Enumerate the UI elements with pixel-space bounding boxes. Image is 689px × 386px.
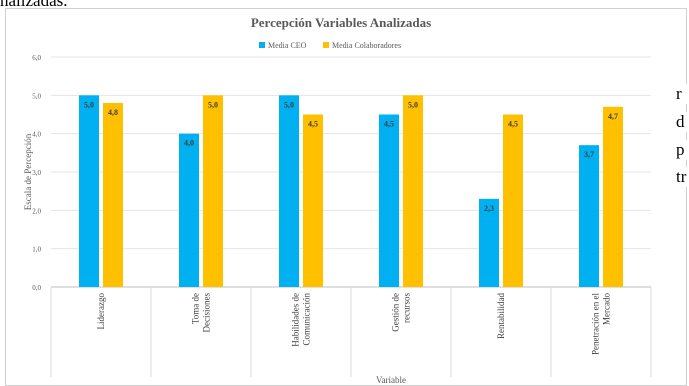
data-label-colaboradores-6: 4,7 xyxy=(608,112,618,121)
legend-swatch-1 xyxy=(259,42,265,48)
paragraph-fragment-side-1: r xyxy=(676,84,689,104)
bar-chart: Percepción Variables Analizadas Media CEO… xyxy=(23,15,652,385)
bar-colaboradores-5 xyxy=(503,114,523,287)
legend-label-2: Media Colaboradores xyxy=(332,41,401,50)
legend-swatch-2 xyxy=(323,42,329,48)
x-tick-label-6-line-2: Mercado xyxy=(602,293,612,325)
data-label-ceo-6: 3,7 xyxy=(584,150,594,159)
data-label-ceo-4: 4,5 xyxy=(384,120,394,129)
data-label-colaboradores-3: 4,5 xyxy=(308,120,318,129)
y-tick-label-6: 6,0 xyxy=(32,54,41,62)
data-label-ceo-3: 5,0 xyxy=(284,100,294,109)
data-label-ceo-2: 4,0 xyxy=(184,139,194,148)
bar-colaboradores-3 xyxy=(303,114,323,287)
x-tick-label-2-line-1: Toma de xyxy=(191,293,201,324)
bar-colaboradores-1 xyxy=(103,103,123,287)
chart-title: Percepción Variables Analizadas xyxy=(251,15,431,30)
bar-colaboradores-6 xyxy=(603,106,623,287)
x-tick-label-1: Liderazgo xyxy=(96,293,106,330)
x-tick-label-6-line-1: Penetración en el xyxy=(591,293,601,355)
bar-ceo-6 xyxy=(579,145,599,287)
data-label-ceo-5: 2,3 xyxy=(484,204,494,213)
x-tick-label-3-line-1: Habilidades de xyxy=(291,293,301,347)
bar-ceo-4 xyxy=(379,114,399,287)
legend-label-1: Media CEO xyxy=(268,41,307,50)
bar-ceo-2 xyxy=(179,133,199,287)
x-tick-label-5: Rentabilidad xyxy=(496,293,506,339)
data-label-ceo-1: 5,0 xyxy=(84,100,94,109)
bar-ceo-5 xyxy=(479,198,499,287)
paragraph-fragment-side-4: tr xyxy=(676,167,689,187)
y-axis-label: Escala de Percepción xyxy=(23,133,33,210)
paragraph-fragment-top: nalizadas. xyxy=(0,0,68,10)
paragraph-fragment-side-2: d xyxy=(676,112,689,132)
data-label-colaboradores-2: 5,0 xyxy=(208,100,218,109)
bar-colaboradores-2 xyxy=(203,95,223,287)
bar-ceo-1 xyxy=(79,95,99,287)
y-tick-label-5: 5,0 xyxy=(32,92,41,100)
data-label-colaboradores-4: 5,0 xyxy=(408,100,418,109)
y-tick-label-4: 4,0 xyxy=(32,131,41,139)
x-tick-label-2-line-2: Decisiones xyxy=(202,293,212,333)
bar-colaboradores-4 xyxy=(403,95,423,287)
x-tick-label-4-line-1: Gestión de xyxy=(391,293,401,332)
y-tick-label-1: 1,0 xyxy=(32,246,41,254)
paragraph-fragment-side-3: p xyxy=(676,140,689,160)
y-tick-label-2: 2,0 xyxy=(32,207,41,215)
bar-ceo-3 xyxy=(279,95,299,287)
x-axis-label: Variable xyxy=(376,375,406,385)
y-tick-label-3: 3,0 xyxy=(32,169,41,177)
data-label-colaboradores-1: 4,8 xyxy=(108,108,118,117)
data-label-colaboradores-5: 4,5 xyxy=(508,120,518,129)
y-tick-label-0: 0,0 xyxy=(32,284,41,292)
chart-frame: Percepción Variables Analizadas Media CEO… xyxy=(5,8,687,386)
x-tick-label-4-line-2: recursos xyxy=(402,293,412,323)
x-tick-label-3-line-2: Comunicación xyxy=(302,293,312,346)
